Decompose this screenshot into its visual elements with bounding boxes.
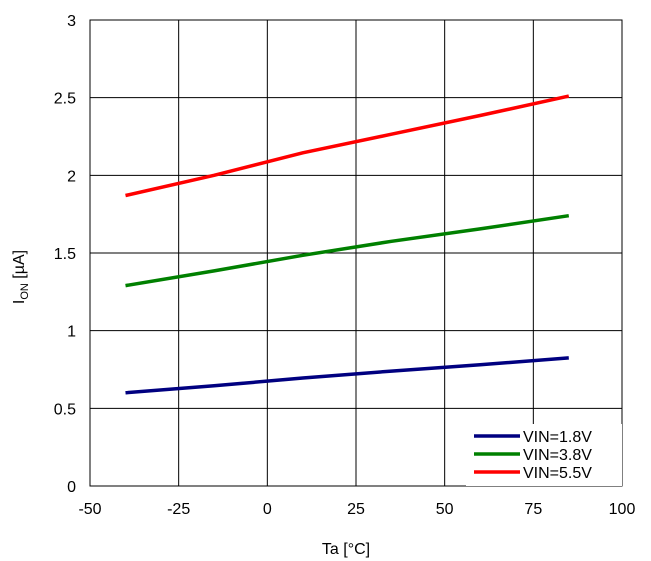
- x-tick-label: 50: [436, 501, 454, 518]
- x-tick-label: 0: [263, 501, 272, 518]
- x-tick-label: 25: [347, 501, 365, 518]
- legend-label: VIN=1.8V: [523, 429, 592, 446]
- y-tick-labels: 0 0.5 1 1.5 2 2.5 3: [54, 13, 76, 496]
- y-tick-label: 2: [67, 168, 76, 185]
- y-tick-label: 1: [67, 324, 76, 341]
- y-axis-title: ION [µA]: [11, 250, 31, 304]
- x-tick-labels: -50 -25 0 25 50 75 100: [78, 501, 635, 518]
- x-tick-label: -25: [167, 501, 190, 518]
- series-line-3: [125, 94, 570, 198]
- y-tick-label: 1.5: [54, 246, 76, 263]
- series-line-2: [125, 213, 570, 288]
- y-tick-label: 2.5: [54, 91, 76, 108]
- series-line-1: [125, 356, 569, 395]
- y-axis-title-unit: [µA]: [11, 250, 28, 283]
- series-layer: [125, 94, 570, 395]
- y-axis-title-main: I: [11, 300, 28, 304]
- y-tick-label: 3: [67, 13, 76, 30]
- x-tick-label: 100: [609, 501, 636, 518]
- y-tick-label: 0: [67, 479, 76, 496]
- legend-label: VIN=3.8V: [523, 447, 592, 464]
- legend-label: VIN=5.5V: [523, 465, 592, 482]
- y-axis-title-subscript: ON: [19, 283, 31, 300]
- x-tick-label: 75: [524, 501, 542, 518]
- x-axis-title: Ta [°C]: [322, 541, 370, 558]
- y-tick-label: 0.5: [54, 401, 76, 418]
- x-tick-label: -50: [78, 501, 101, 518]
- plot-frame: [89, 19, 623, 487]
